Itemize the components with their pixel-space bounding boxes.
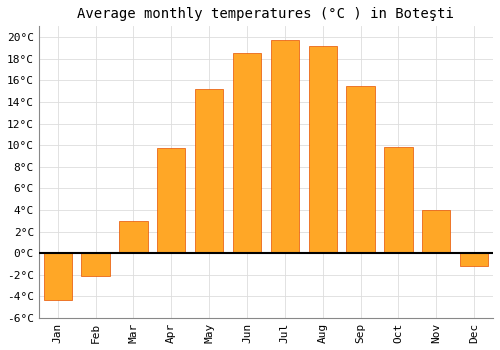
Bar	[233, 53, 261, 253]
Bar	[460, 253, 488, 266]
Bar	[195, 89, 224, 253]
Bar	[157, 148, 186, 253]
Bar	[422, 210, 450, 253]
Bar	[270, 40, 299, 253]
Bar	[346, 86, 375, 253]
Bar	[119, 221, 148, 253]
Bar	[82, 253, 110, 276]
Bar	[384, 147, 412, 253]
Bar	[308, 46, 337, 253]
Title: Average monthly temperatures (°C ) in Boteşti: Average monthly temperatures (°C ) in Bo…	[78, 7, 454, 21]
Bar	[44, 253, 72, 300]
